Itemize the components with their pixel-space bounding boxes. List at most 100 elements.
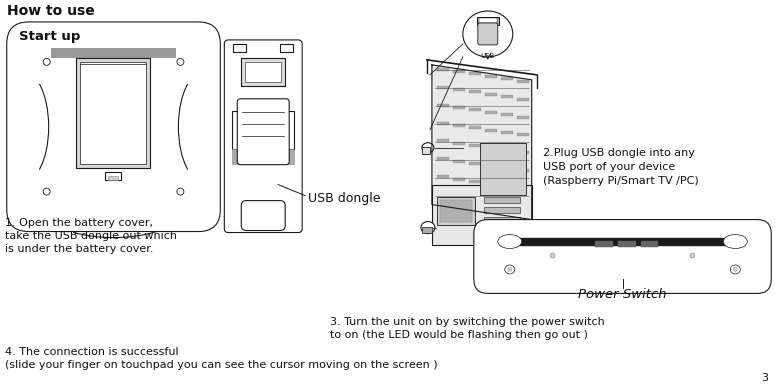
Bar — [469, 73, 480, 75]
Bar — [500, 237, 746, 245]
Ellipse shape — [730, 265, 740, 274]
Bar — [453, 70, 465, 73]
Bar — [50, 48, 177, 58]
Ellipse shape — [505, 265, 515, 274]
Bar — [484, 227, 520, 232]
Bar — [432, 185, 532, 244]
Bar — [437, 196, 475, 225]
Bar — [485, 183, 497, 186]
Text: 4. The connection is successful: 4. The connection is successful — [5, 347, 178, 357]
Bar — [517, 134, 529, 137]
Bar — [469, 198, 480, 201]
Bar — [485, 147, 497, 150]
Bar — [485, 201, 497, 203]
Bar — [469, 126, 480, 129]
Bar — [453, 196, 465, 199]
Bar — [479, 18, 497, 23]
Bar — [480, 143, 525, 195]
Bar — [517, 115, 529, 119]
Bar — [594, 240, 612, 247]
Bar — [232, 111, 243, 149]
Bar — [501, 113, 513, 116]
Bar — [484, 217, 520, 223]
Bar — [245, 62, 281, 82]
Bar — [284, 149, 294, 164]
Bar — [469, 180, 480, 183]
Bar — [501, 77, 513, 80]
Bar — [640, 240, 659, 247]
Bar — [453, 142, 465, 145]
Bar — [440, 200, 472, 222]
Ellipse shape — [550, 253, 555, 258]
Bar — [284, 111, 294, 149]
Bar — [105, 172, 121, 179]
Ellipse shape — [43, 58, 50, 65]
Bar — [232, 149, 243, 164]
Bar — [477, 17, 499, 25]
Text: 1. Open the battery cover,: 1. Open the battery cover, — [5, 218, 153, 228]
FancyBboxPatch shape — [224, 40, 302, 232]
Bar — [437, 157, 449, 161]
Text: 3. Turn the unit on by switching the power switch: 3. Turn the unit on by switching the pow… — [330, 317, 604, 327]
Bar — [485, 93, 497, 96]
Ellipse shape — [177, 58, 184, 65]
Text: take the USB dongle out which: take the USB dongle out which — [5, 230, 177, 240]
Bar — [501, 95, 513, 98]
Bar — [76, 58, 150, 168]
Ellipse shape — [43, 188, 50, 195]
FancyBboxPatch shape — [241, 201, 285, 230]
Bar — [437, 68, 449, 71]
Text: USB port of your device: USB port of your device — [542, 162, 675, 172]
Bar — [437, 175, 449, 178]
Text: 3: 3 — [761, 373, 768, 383]
Bar — [501, 167, 513, 170]
Bar — [281, 44, 293, 52]
Bar — [517, 151, 529, 154]
Text: (slide your finger on touchpad you can see the cursor moving on the screen ): (slide your finger on touchpad you can s… — [5, 360, 437, 370]
Bar — [469, 90, 480, 93]
Text: 2.Plug USB dongle into any: 2.Plug USB dongle into any — [542, 148, 694, 158]
Bar — [422, 147, 430, 154]
Bar — [437, 103, 449, 107]
Bar — [501, 185, 513, 188]
Bar — [437, 86, 449, 88]
Ellipse shape — [690, 253, 695, 258]
Bar — [108, 176, 118, 179]
Bar — [501, 131, 513, 134]
Bar — [469, 144, 480, 147]
Bar — [453, 160, 465, 163]
Ellipse shape — [498, 235, 522, 249]
Ellipse shape — [421, 222, 435, 234]
Bar — [618, 240, 636, 247]
Text: (Raspberry Pi/Smart TV /PC): (Raspberry Pi/Smart TV /PC) — [542, 176, 698, 186]
Bar — [422, 227, 432, 232]
Bar — [484, 207, 520, 213]
FancyBboxPatch shape — [237, 99, 289, 165]
Ellipse shape — [733, 267, 737, 271]
Bar — [453, 124, 465, 127]
Bar — [437, 193, 449, 196]
Bar — [453, 178, 465, 181]
Text: is under the battery cover.: is under the battery cover. — [5, 244, 153, 254]
Bar — [453, 106, 465, 109]
Bar — [469, 108, 480, 111]
FancyBboxPatch shape — [474, 220, 771, 293]
Bar — [517, 169, 529, 173]
Bar — [501, 203, 513, 206]
Bar — [469, 162, 480, 165]
Ellipse shape — [723, 235, 747, 249]
Ellipse shape — [422, 143, 434, 153]
Text: USB dongle: USB dongle — [308, 191, 381, 205]
Bar — [80, 62, 146, 164]
Bar — [501, 149, 513, 152]
Bar — [437, 122, 449, 125]
Ellipse shape — [508, 267, 512, 271]
Text: Power Switch: Power Switch — [578, 288, 666, 301]
FancyBboxPatch shape — [478, 23, 498, 45]
Bar — [517, 187, 529, 190]
Bar — [485, 164, 497, 168]
Bar — [517, 205, 529, 208]
Bar — [484, 196, 520, 203]
FancyBboxPatch shape — [7, 22, 220, 232]
Bar — [485, 111, 497, 114]
